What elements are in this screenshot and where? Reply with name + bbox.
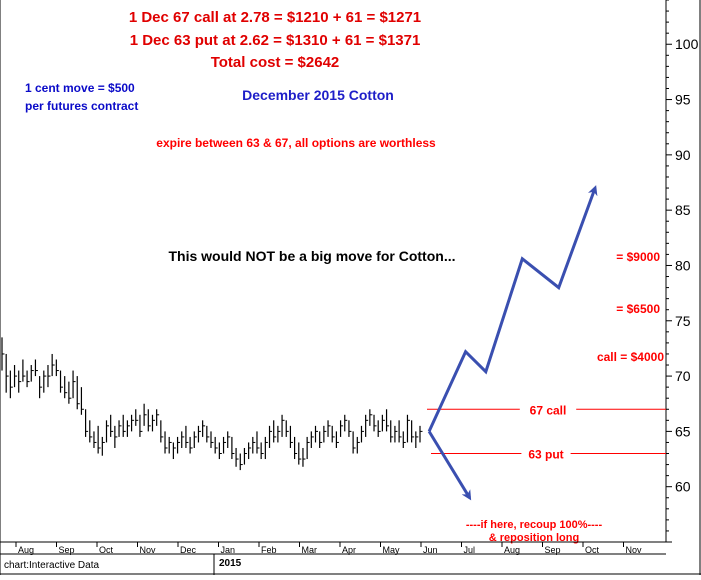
- y-tick-label: 60: [675, 479, 691, 495]
- projection-arrows: [427, 185, 598, 501]
- year-label: 2015: [219, 558, 242, 569]
- y-tick-label: 95: [675, 92, 691, 108]
- reference-line-label: 63 put: [528, 448, 563, 462]
- x-tick-label: Jun: [423, 545, 438, 555]
- x-tick-label: Aug: [18, 545, 34, 555]
- x-tick-label: Apr: [342, 545, 356, 555]
- y-tick-label: 70: [675, 368, 691, 384]
- y-tick-label: 90: [675, 147, 691, 163]
- x-tick-label: Sep: [59, 545, 75, 555]
- big-move-note: This would NOT be a big move for Cotton.…: [169, 248, 456, 264]
- recoup-note: ----if here, recoup 100%----: [466, 519, 603, 531]
- y-tick-label: 80: [675, 257, 691, 273]
- header-put-cost: 1 Dec 63 put at 2.62 = $1310 + 61 = $137…: [130, 32, 421, 49]
- x-tick-label: Oct: [99, 545, 114, 555]
- y-tick-label: 75: [675, 313, 691, 329]
- value-9000-label: = $9000: [616, 250, 660, 264]
- header-call-cost: 1 Dec 67 call at 2.78 = $1210 + 61 = $12…: [129, 9, 421, 26]
- x-tick-label: Feb: [261, 545, 277, 555]
- price-bars: [1, 337, 423, 471]
- x-tick-label: Nov: [140, 545, 157, 555]
- reference-lines: 67 call 63 put: [427, 403, 666, 462]
- info-per-contract: per futures contract: [25, 99, 138, 113]
- x-tick-label: Sep: [545, 545, 561, 555]
- info-cent-move: 1 cent move = $500: [25, 81, 135, 95]
- reference-line-label: 67 call: [530, 403, 567, 417]
- call-value-label: call = $4000: [597, 350, 664, 364]
- chart-title: December 2015 Cotton: [242, 87, 394, 103]
- header-total-cost: Total cost = $2642: [211, 54, 340, 71]
- x-tick-label: Jul: [464, 545, 476, 555]
- x-tick-label: Dec: [180, 545, 197, 555]
- y-tick-label: 100: [675, 36, 699, 52]
- x-tick-label: Mar: [302, 545, 318, 555]
- expire-note: expire between 63 & 67, all options are …: [156, 136, 436, 150]
- x-tick-label: Aug: [504, 545, 520, 555]
- x-tick-label: Jan: [221, 545, 236, 555]
- source-credit: chart:Interactive Data: [4, 560, 99, 571]
- projection-up-arrow: [427, 185, 598, 433]
- x-tick-label: Oct: [585, 545, 600, 555]
- projection-down-arrow: [427, 430, 472, 501]
- y-tick-label: 85: [675, 202, 691, 218]
- x-tick-label: Nov: [626, 545, 643, 555]
- x-tick-label: May: [383, 545, 401, 555]
- value-6500-label: = $6500: [616, 302, 660, 316]
- reposition-note: & reposition long: [489, 532, 579, 544]
- y-tick-label: 65: [675, 423, 691, 439]
